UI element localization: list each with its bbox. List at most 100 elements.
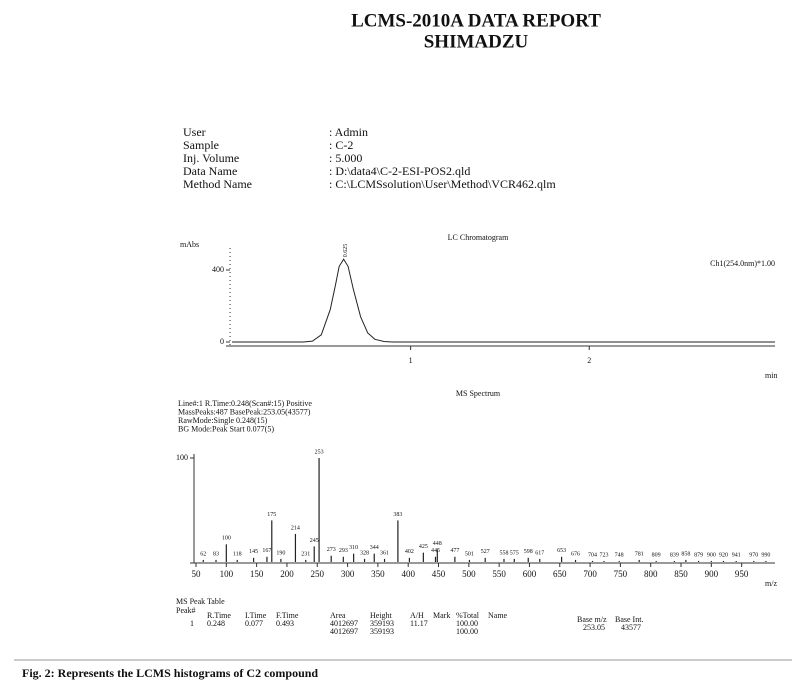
peak-label: 920 [719, 552, 728, 558]
peak-label: 310 [349, 545, 358, 551]
peak-label: 527 [481, 549, 490, 555]
peak-label: 858 [681, 551, 690, 557]
table-cell: 4012697 [330, 619, 358, 628]
x-tick-label: 850 [674, 569, 688, 579]
spectrum-note: BG Mode:Peak Start 0.077(5) [178, 424, 274, 433]
x-tick-label: 700 [583, 569, 597, 579]
table-header: Name [488, 611, 508, 620]
table-cell: 100.00 [456, 619, 478, 628]
table-header: Peak# [176, 606, 196, 615]
peak-label: 402 [405, 549, 414, 555]
x-tick-label: 200 [280, 569, 294, 579]
peak-label: 190 [276, 550, 285, 556]
peak-label: 900 [707, 552, 716, 558]
table-cell: 359193 [370, 627, 394, 636]
peak-label: 214 [291, 525, 300, 531]
peak-label: 293 [339, 548, 348, 554]
info-value: : C-2 [329, 138, 353, 152]
base-label: Base Int. [615, 615, 643, 624]
table-header: Area [330, 611, 346, 620]
peak-label: 328 [360, 550, 369, 556]
table-cell: 359193 [370, 619, 394, 628]
peak-label: 118 [233, 551, 242, 557]
peak-label: 990 [761, 552, 770, 558]
x-axis-label: m/z [765, 579, 777, 588]
x-tick-label: 150 [250, 569, 264, 579]
table-cell: 0.248 [207, 619, 225, 628]
table-header: A/H [410, 611, 424, 620]
peak-label: 879 [694, 552, 703, 558]
x-tick-label: 450 [432, 569, 446, 579]
peak-label: 617 [535, 550, 544, 556]
peak-label: 425 [419, 544, 428, 550]
x-tick-label: 350 [371, 569, 385, 579]
peak-label: 809 [652, 552, 661, 558]
x-tick-label: 2 [587, 356, 591, 365]
info-value: : D:\data4\C-2-ESI-POS2.qld [329, 164, 470, 178]
peak-label: 558 [499, 550, 508, 556]
base-label: Base m/z [577, 615, 607, 624]
y-axis-label: mAbs [180, 240, 199, 249]
subtitle: SHIMADZU [424, 31, 529, 52]
peak-label: 383 [393, 512, 402, 518]
chart-title: LC Chromatogram [448, 233, 509, 242]
title: LCMS-2010A DATA REPORT [351, 10, 601, 31]
peak-label: 941 [732, 552, 741, 558]
peak-label: 748 [615, 552, 624, 558]
table-cell: 0.077 [245, 619, 263, 628]
table-header: R.Time [207, 611, 231, 620]
x-tick-label: 950 [735, 569, 749, 579]
peak-label: 0.625 [343, 244, 349, 258]
peak-label: 167 [262, 548, 271, 554]
y-tick-label: 100 [176, 453, 188, 462]
peak-label: 253 [315, 449, 324, 455]
info-value: : 5.000 [329, 151, 362, 165]
info-label: Data Name [183, 164, 237, 178]
peak-label: 62 [200, 551, 206, 557]
peak-label: 344 [370, 545, 379, 551]
peak-label: 448 [433, 541, 442, 547]
peak-label: 445 [431, 548, 440, 554]
x-tick-label: 550 [492, 569, 506, 579]
table-title: MS Peak Table [176, 597, 225, 606]
peak-label: 575 [510, 550, 519, 556]
table-cell: 1 [190, 619, 194, 628]
x-tick-label: 900 [705, 569, 719, 579]
chart-title: MS Spectrum [456, 389, 501, 398]
info-label: Sample [183, 138, 219, 152]
peak-label: 970 [749, 552, 758, 558]
peak-label: 175 [267, 512, 276, 518]
info-value: : Admin [329, 125, 368, 139]
table-header: Mark [433, 611, 450, 620]
line [232, 258, 775, 343]
peak-label: 145 [249, 549, 258, 555]
info-label: Inj. Volume [183, 151, 239, 165]
table-cell: 0.493 [276, 619, 294, 628]
peak-label: 839 [670, 552, 679, 558]
table-cell: 4012697 [330, 627, 358, 636]
x-tick-label: 650 [553, 569, 567, 579]
peak-label: 598 [524, 549, 533, 555]
y-tick-label: 0 [220, 337, 224, 346]
peak-label: 676 [571, 551, 580, 557]
x-tick-label: 750 [614, 569, 628, 579]
x-tick-label: 300 [341, 569, 355, 579]
peak-label: 704 [588, 552, 597, 558]
table-cell: 100.00 [456, 627, 478, 636]
peak-label: 245 [310, 538, 319, 544]
peak-label: 477 [450, 548, 459, 554]
annotation: Ch1(254.0nm)*1.00 [710, 259, 775, 268]
y-tick-label: 400 [212, 265, 224, 274]
table-header: F.Time [276, 611, 299, 620]
table-cell: 11.17 [410, 619, 428, 628]
peak-label: 231 [301, 551, 310, 557]
peak-label: 781 [635, 551, 644, 557]
peak-label: 83 [213, 551, 219, 557]
peak-label: 653 [557, 548, 566, 554]
spectrum-note: MassPeaks:487 BasePeak:253.05(43577) [178, 407, 311, 416]
table-header: I.Time [245, 611, 267, 620]
spectrum-note: RawMode:Single 0.248(15) [178, 416, 268, 425]
table-header: Height [370, 611, 393, 620]
x-tick-label: 100 [220, 569, 234, 579]
